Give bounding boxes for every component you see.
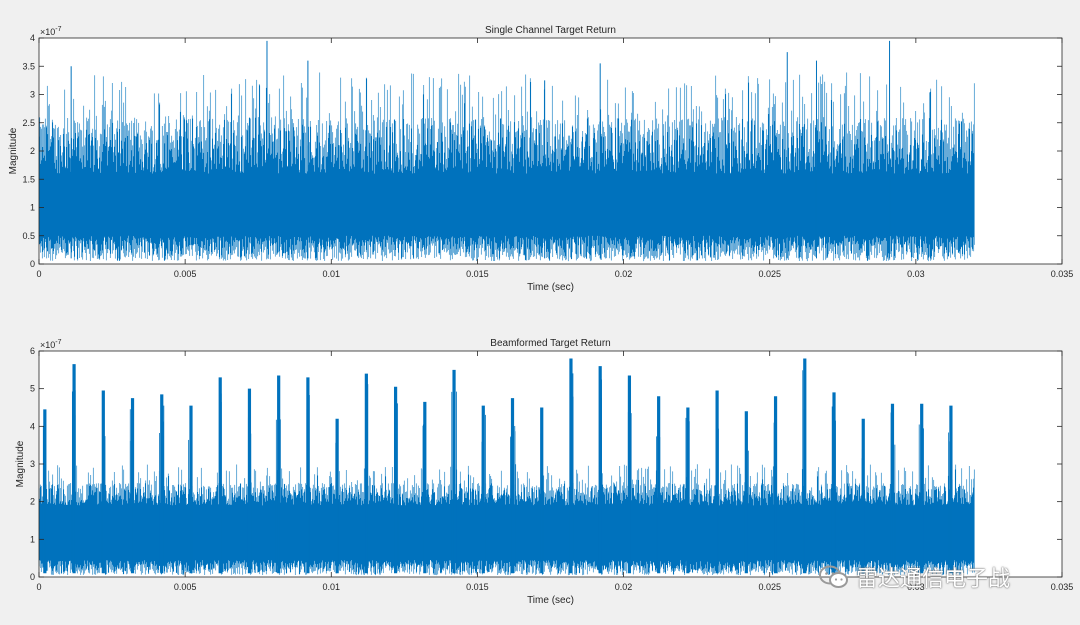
y-tick-label: 0.5 [22, 231, 35, 241]
y-tick-label: 1 [30, 203, 35, 213]
x-tick-label: 0.03 [907, 582, 925, 592]
y-exponent-label: ×10-7 [40, 26, 62, 37]
x-tick-label: 0.015 [466, 582, 489, 592]
y-tick-label: 1 [30, 534, 35, 544]
y-tick-label: 3 [30, 90, 35, 100]
y-tick-label: 6 [30, 346, 35, 356]
y-axis-label: Magnitude [15, 440, 26, 487]
y-tick-label: 4 [30, 33, 35, 43]
x-axis-label: Time (sec) [527, 595, 574, 606]
y-tick-label: 3.5 [22, 61, 35, 71]
x-tick-label: 0.015 [466, 269, 489, 279]
x-tick-label: 0.025 [758, 269, 781, 279]
y-tick-label: 0 [30, 572, 35, 582]
y-tick-label: 0 [30, 259, 35, 269]
chart-title: Single Channel Target Return [485, 25, 616, 36]
chart-2: 0 0.005 0.01 0.015 0.02 0.025 0.03 0.035 0 1 2 3 4 5 6… [15, 338, 1073, 606]
x-tick-label: 0.035 [1051, 582, 1074, 592]
x-tick-label: 0.005 [174, 269, 197, 279]
x-tick-label: 0.035 [1051, 269, 1074, 279]
chart-1: 0 0.005 0.01 0.015 0.02 0.025 0.03 0.035 0 0.5 1 1.… [8, 25, 1073, 293]
y-tick-label: 2 [30, 146, 35, 156]
chart-title: Beamformed Target Return [490, 338, 610, 349]
x-tick-label: 0.005 [174, 582, 197, 592]
x-tick-label: 0 [36, 269, 41, 279]
x-tick-label: 0.03 [907, 269, 925, 279]
y-tick-label: 5 [30, 384, 35, 394]
x-tick-label: 0.025 [758, 582, 781, 592]
y-tick-label: 2.5 [22, 118, 35, 128]
y-tick-label: 4 [30, 421, 35, 431]
x-tick-label: 0.02 [615, 582, 633, 592]
y-tick-label: 2 [30, 497, 35, 507]
x-tick-label: 0 [36, 582, 41, 592]
y-axis-label: Magnitude [8, 127, 19, 174]
y-tick-label: 1.5 [22, 174, 35, 184]
x-tick-label: 0.01 [323, 269, 341, 279]
y-tick-label: 3 [30, 459, 35, 469]
y-exponent-label: ×10-7 [40, 339, 62, 350]
x-axis-label: Time (sec) [527, 282, 574, 293]
x-tick-label: 0.02 [615, 269, 633, 279]
x-tick-label: 0.01 [323, 582, 341, 592]
